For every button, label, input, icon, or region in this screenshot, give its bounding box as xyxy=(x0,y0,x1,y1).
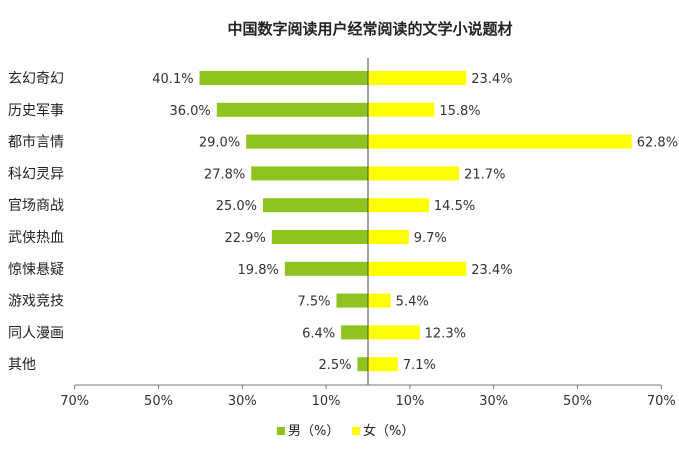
bars-layer xyxy=(199,71,632,372)
bar-female xyxy=(368,293,391,308)
bar-male xyxy=(357,357,368,372)
legend-label-female: 女（%） xyxy=(363,423,414,439)
value-label-female: 5.4% xyxy=(396,295,429,310)
x-tick-label: 50% xyxy=(563,394,592,409)
bar-male xyxy=(271,230,368,244)
bar-male xyxy=(336,293,368,308)
x-tick-label: 50% xyxy=(144,394,173,409)
value-label-female: 23.4% xyxy=(471,72,512,87)
x-tick-label: 30% xyxy=(228,394,257,409)
value-label-male: 22.9% xyxy=(225,231,266,246)
bar-female xyxy=(368,71,467,85)
category-label: 玄幻奇幻 xyxy=(8,70,64,87)
value-label-female: 15.8% xyxy=(439,104,480,119)
category-label: 惊悚悬疑 xyxy=(8,262,64,278)
value-label-male: 40.1% xyxy=(152,72,193,87)
bar-female xyxy=(368,102,435,117)
category-label: 游戏竞技 xyxy=(8,293,64,310)
x-tick-label: 30% xyxy=(479,394,508,409)
x-tick-label: 70% xyxy=(647,394,676,409)
category-label: 历史军事 xyxy=(8,103,64,119)
bar-female xyxy=(368,166,460,181)
bar-male xyxy=(263,198,368,213)
labels-layer: 玄幻奇幻 40.1% 23.4% 历史军事 36.0% 15.8% 都市言情 29.0% 62.… xyxy=(8,70,678,373)
chart-title: 中国数字阅读用户经常阅读的文学小说题材 xyxy=(227,20,512,38)
category-label: 官场商战 xyxy=(8,198,64,214)
bar-male xyxy=(216,102,368,117)
x-tick-label: 70% xyxy=(60,394,89,409)
value-label-female: 23.4% xyxy=(471,263,512,278)
category-label: 同人漫画 xyxy=(8,325,64,341)
bar-male xyxy=(199,71,368,85)
value-label-female: 14.5% xyxy=(434,199,475,214)
value-label-female: 7.1% xyxy=(403,358,436,373)
bar-male xyxy=(284,261,368,276)
bar-female xyxy=(368,134,632,149)
value-label-female: 12.3% xyxy=(425,326,466,341)
value-label-male: 36.0% xyxy=(169,104,210,119)
category-label: 武侠热血 xyxy=(8,230,64,246)
bar-female xyxy=(368,198,429,213)
bar-female xyxy=(368,325,420,340)
x-tick-label: 10% xyxy=(312,394,341,409)
value-label-female: 9.7% xyxy=(414,231,447,246)
value-label-male: 19.8% xyxy=(238,263,279,278)
value-label-male: 27.8% xyxy=(204,167,245,182)
legend-swatch-female xyxy=(352,427,360,435)
bar-male xyxy=(246,134,368,149)
bar-female xyxy=(368,230,409,244)
bar-female xyxy=(368,261,467,276)
legend-label-male: 男（%） xyxy=(288,424,339,439)
bar-female xyxy=(368,357,398,372)
value-label-male: 2.5% xyxy=(318,358,351,373)
value-label-male: 6.4% xyxy=(302,326,335,341)
category-label: 科幻灵异 xyxy=(8,166,64,182)
bar-male xyxy=(341,325,368,340)
legend: 男（%） 女（%） xyxy=(277,423,414,439)
value-label-female: 62.8% xyxy=(637,136,678,151)
value-label-male: 7.5% xyxy=(297,295,330,310)
category-label: 都市言情 xyxy=(8,134,64,151)
value-label-female: 21.7% xyxy=(464,167,505,182)
legend-swatch-male xyxy=(277,427,285,435)
value-label-male: 29.0% xyxy=(199,136,240,151)
x-tick-label: 10% xyxy=(395,394,424,409)
value-label-male: 25.0% xyxy=(216,199,257,214)
category-label: 其他 xyxy=(8,357,36,373)
x-axis-ticks: 70% 50% 30% 10% 10% 30% 50% 70% xyxy=(60,385,676,409)
bar-male xyxy=(251,166,368,181)
